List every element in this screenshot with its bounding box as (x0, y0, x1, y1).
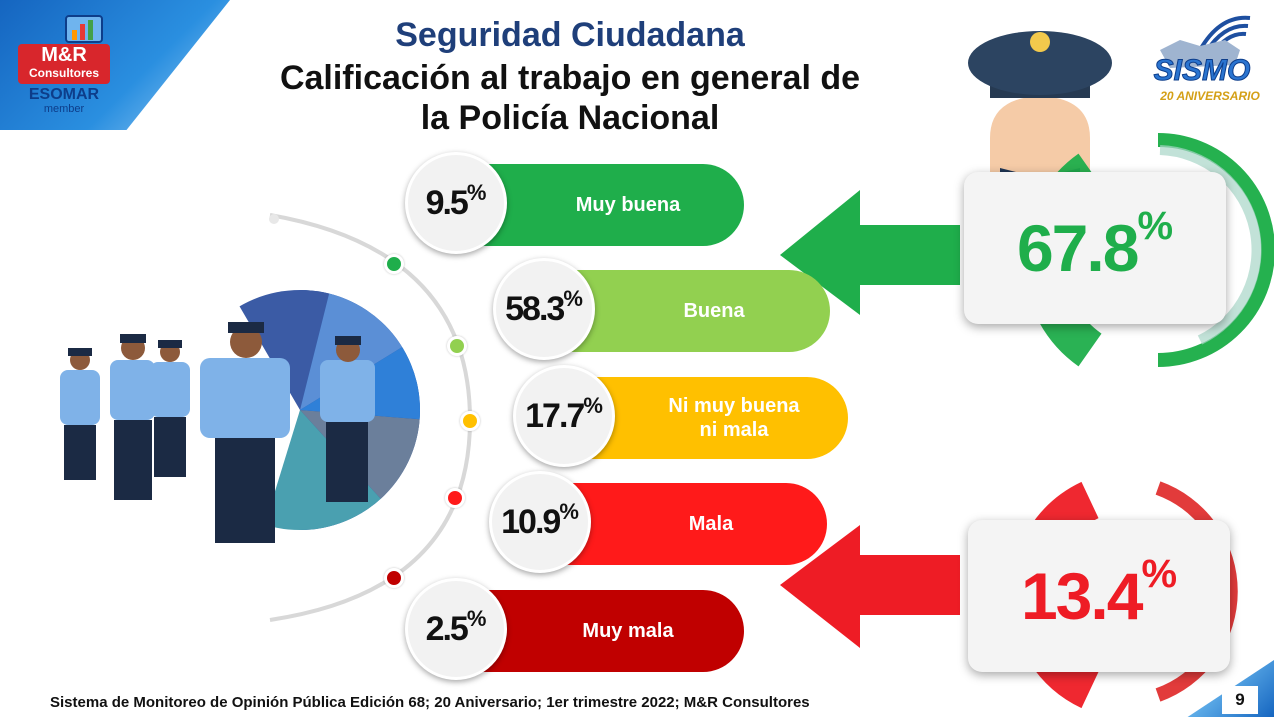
logo-name: M&R (41, 44, 87, 66)
bar-label: Buena (683, 299, 744, 323)
mr-logo-graphic (65, 15, 103, 43)
esomar-logo: ESOMAR member (18, 86, 110, 115)
police-officers-photo (60, 322, 375, 543)
summary-positive-pct: % (1137, 203, 1174, 248)
bar-label: Muy buena (576, 193, 680, 217)
timeline-dot (384, 254, 404, 274)
esomar-text: ESOMAR (28, 86, 100, 103)
bar-label: Muy mala (582, 619, 673, 643)
value-number: 9.5 (425, 183, 469, 222)
timeline-dot (384, 568, 404, 588)
bar-label-line: Buena (683, 300, 745, 322)
value-pct: % (466, 180, 487, 205)
value-number: 10.9 (501, 502, 561, 541)
value-number: 17.7 (525, 396, 585, 435)
bar: Muy mala (472, 590, 744, 672)
value-number: 58.3 (505, 289, 565, 328)
value-label: 17.7% (513, 365, 615, 467)
bar: Muy buena (472, 164, 744, 246)
summary-positive-value: 67.8 (1016, 211, 1139, 285)
bar: Mala (555, 483, 827, 565)
bar: Buena (558, 270, 830, 352)
summary-negative-box: 13.4% (968, 520, 1230, 672)
value-pct: % (583, 393, 603, 418)
page-subtitle: Calificación al trabajo en general de la… (200, 58, 940, 138)
value-label: 58.3% (493, 258, 595, 360)
subtitle-line-1: Calificación al trabajo en general de (279, 59, 861, 97)
logo-sub: Consultores (28, 66, 99, 80)
bar-label-line: Muy mala (582, 620, 674, 642)
summary-negative-value: 13.4 (1020, 559, 1143, 633)
subtitle-line-2: la Policía Nacional (420, 99, 720, 137)
sismo-logo-text: SISMO (1154, 54, 1251, 87)
value-label: 2.5% (405, 578, 507, 680)
bar-label: Mala (689, 512, 733, 536)
value-number: 2.5 (425, 609, 469, 648)
arrow-bad-icon (780, 525, 960, 648)
page-title: Seguridad Ciudadana (395, 16, 745, 54)
bar-label-line: Muy buena (575, 194, 681, 216)
bar-label: Ni muy buena ni mala (668, 394, 799, 442)
mr-consultores-logo: M&R Consultores (18, 44, 110, 84)
timeline-dot (445, 488, 465, 508)
value-pct: % (559, 499, 579, 524)
value-pct: % (466, 606, 487, 631)
footer-text: Sistema de Monitoreo de Opinión Pública … (50, 694, 810, 711)
bar-label-line: Ni muy buena (668, 395, 800, 417)
esomar-member-text: member (43, 103, 85, 115)
sismo-anniversary-text: 20 ANIVERSARIO (1159, 89, 1260, 103)
value-pct: % (563, 286, 583, 311)
page-number: 9 (1222, 686, 1258, 714)
bar-label-line: ni mala (699, 419, 769, 441)
bar: Ni muy buena ni mala (580, 377, 848, 459)
summary-negative-pct: % (1141, 551, 1178, 596)
value-label: 10.9% (489, 471, 591, 573)
summary-positive-box: 67.8% (964, 172, 1226, 324)
bar-label-line: Mala (688, 513, 734, 535)
arrow-good-icon (780, 190, 960, 315)
timeline-dot (460, 411, 480, 431)
value-label: 9.5% (405, 152, 507, 254)
sismo-logo: SISMO 20 ANIVERSARIO (1153, 15, 1260, 103)
timeline-dot (447, 336, 467, 356)
